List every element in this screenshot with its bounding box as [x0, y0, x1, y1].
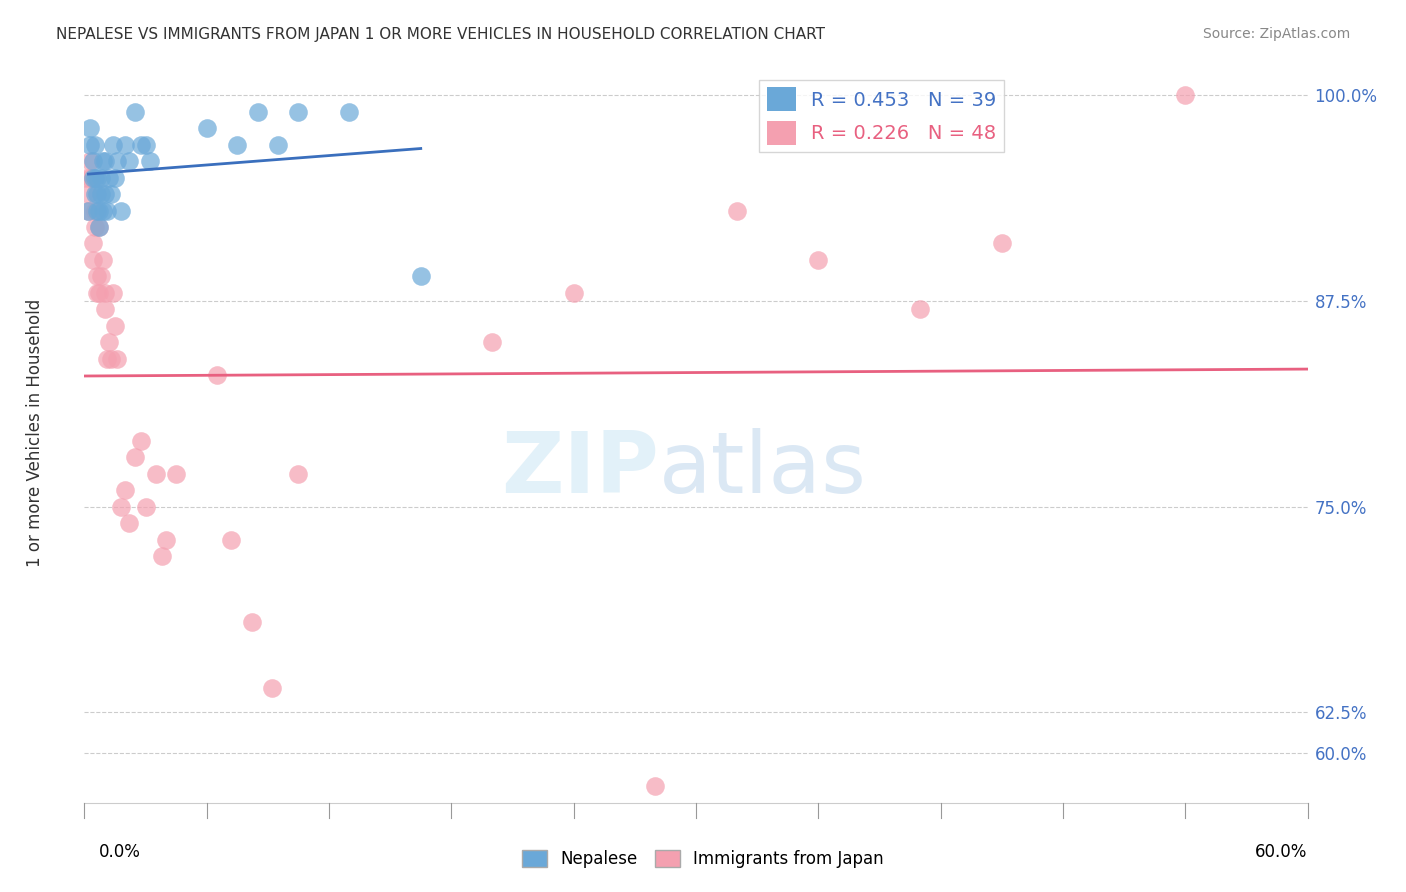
Point	[86, 203, 108, 218]
Point	[124, 104, 146, 119]
Text: 1 or more Vehicles in Household: 1 or more Vehicles in Household	[27, 299, 45, 566]
Point	[82, 252, 104, 267]
Point	[104, 170, 127, 185]
Point	[114, 483, 136, 498]
Point	[124, 450, 146, 465]
Point	[101, 285, 124, 300]
Point	[86, 187, 108, 202]
Point	[91, 203, 114, 218]
Point	[205, 368, 228, 382]
Point	[287, 467, 309, 481]
Point	[155, 533, 177, 547]
Point	[991, 236, 1014, 251]
Point	[118, 516, 141, 530]
Point	[105, 154, 128, 169]
Point	[267, 137, 290, 152]
Point	[93, 154, 115, 169]
Point	[409, 269, 432, 284]
Point	[83, 203, 105, 218]
Point	[100, 187, 122, 202]
Point	[87, 219, 110, 234]
Point	[83, 219, 105, 234]
Point	[86, 269, 108, 284]
Point	[105, 351, 128, 366]
Point	[97, 335, 120, 350]
Point	[420, 829, 443, 843]
Point	[87, 219, 110, 234]
Point	[77, 187, 100, 202]
Point	[195, 121, 218, 136]
Point	[75, 170, 97, 185]
Point	[481, 335, 503, 350]
Point	[90, 170, 112, 185]
Point	[807, 252, 830, 267]
Point	[1174, 88, 1197, 103]
Point	[562, 285, 585, 300]
Point	[138, 154, 160, 169]
Point	[90, 187, 112, 202]
Point	[165, 467, 187, 481]
Point	[135, 500, 157, 514]
Point	[110, 203, 132, 218]
Text: Source: ZipAtlas.com: Source: ZipAtlas.com	[1202, 27, 1350, 41]
Point	[86, 170, 108, 185]
Point	[93, 285, 115, 300]
Point	[145, 467, 167, 481]
Text: NEPALESE VS IMMIGRANTS FROM JAPAN 1 OR MORE VEHICLES IN HOUSEHOLD CORRELATION CH: NEPALESE VS IMMIGRANTS FROM JAPAN 1 OR M…	[56, 27, 825, 42]
Text: 60.0%: 60.0%	[1256, 843, 1308, 861]
Point	[100, 351, 122, 366]
Point	[910, 302, 932, 317]
Point	[118, 154, 141, 169]
Point	[240, 615, 263, 629]
Point	[90, 269, 112, 284]
Point	[219, 533, 242, 547]
Point	[77, 203, 100, 218]
Point	[91, 252, 114, 267]
Point	[135, 137, 157, 152]
Point	[79, 137, 101, 152]
Point	[77, 203, 100, 218]
Point	[644, 780, 666, 794]
Point	[83, 170, 105, 185]
Point	[82, 236, 104, 251]
Point	[82, 154, 104, 169]
Point	[79, 121, 101, 136]
Point	[287, 104, 309, 119]
Point	[86, 285, 108, 300]
Point	[150, 549, 173, 563]
Point	[725, 203, 748, 218]
Point	[104, 318, 127, 333]
Point	[131, 137, 153, 152]
Legend: R = 0.453   N = 39, R = 0.226   N = 48: R = 0.453 N = 39, R = 0.226 N = 48	[759, 79, 1004, 153]
Legend: Nepalese, Immigrants from Japan: Nepalese, Immigrants from Japan	[516, 843, 890, 875]
Point	[246, 104, 269, 119]
Point	[79, 154, 101, 169]
Point	[83, 137, 105, 152]
Point	[114, 137, 136, 152]
Point	[96, 203, 118, 218]
Text: 0.0%: 0.0%	[98, 843, 141, 861]
Point	[339, 104, 361, 119]
Point	[87, 285, 110, 300]
Point	[87, 203, 110, 218]
Point	[110, 500, 132, 514]
Point	[101, 137, 124, 152]
Point	[93, 302, 115, 317]
Point	[91, 154, 114, 169]
Point	[97, 170, 120, 185]
Point	[93, 187, 115, 202]
Point	[260, 681, 283, 695]
Point	[131, 434, 153, 448]
Text: atlas: atlas	[659, 428, 868, 511]
Text: ZIP: ZIP	[502, 428, 659, 511]
Point	[82, 170, 104, 185]
Point	[79, 170, 101, 185]
Point	[96, 351, 118, 366]
Point	[339, 829, 361, 843]
Point	[83, 187, 105, 202]
Point	[226, 137, 249, 152]
